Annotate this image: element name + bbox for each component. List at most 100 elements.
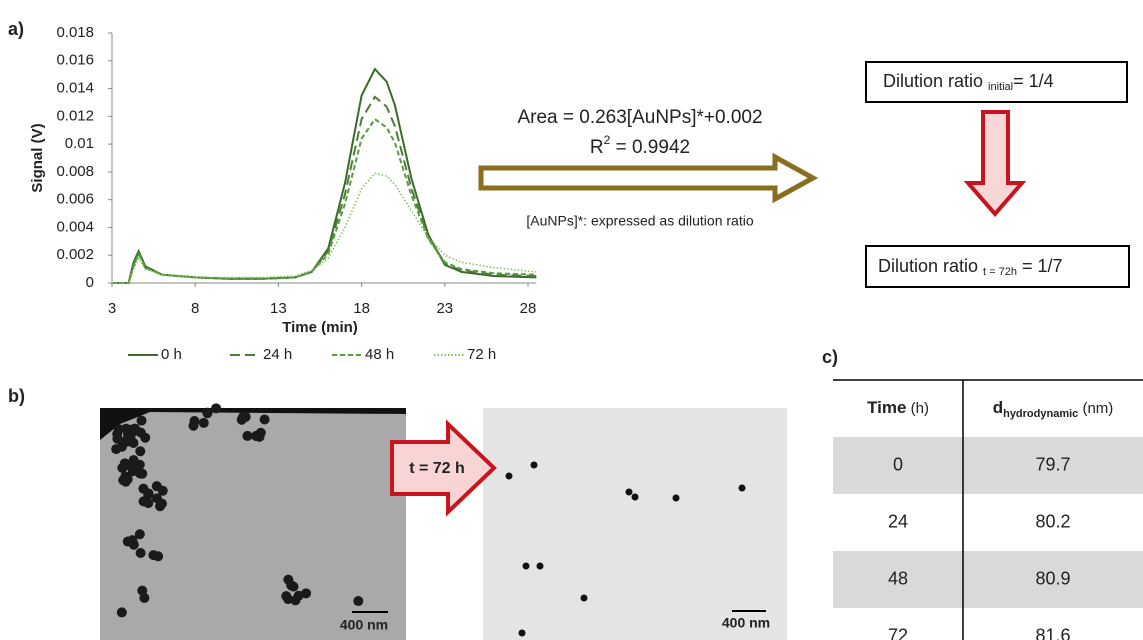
figure: a) b) c) Area = 0.263[AuNPs]*+0.002 R2 =… <box>0 0 1143 640</box>
y-tick-label: 0.002 <box>56 246 94 263</box>
row-shade <box>833 551 1143 608</box>
particle <box>129 455 139 465</box>
particle <box>506 473 513 480</box>
table-cell: 0 <box>893 454 903 474</box>
equation: Area = 0.263[AuNPs]*+0.002 <box>517 107 762 128</box>
dilution-final: Dilution ratio t = 72h = 1/7 <box>878 256 1063 278</box>
particle <box>139 593 149 603</box>
y-tick-label: 0.01 <box>65 135 94 152</box>
panel-label: c) <box>822 347 838 367</box>
header-unit: (nm) <box>1078 400 1113 417</box>
particle <box>140 433 150 443</box>
y-tick-label: 0.004 <box>56 218 94 235</box>
particle <box>117 463 127 473</box>
down-arrow <box>968 112 1022 214</box>
y-tick-label: 0.014 <box>56 80 94 97</box>
y-tick-label: 0 <box>86 274 94 291</box>
particle <box>739 485 746 492</box>
x-tick-label: 18 <box>353 300 370 317</box>
particle <box>112 434 122 444</box>
particle <box>152 493 162 503</box>
x-tick-label: 23 <box>436 300 453 317</box>
y-tick-label: 0.008 <box>56 163 94 180</box>
particle <box>190 416 200 426</box>
dilution-text: Dilution ratio <box>883 71 988 91</box>
particle <box>238 412 248 422</box>
header-time: Time <box>867 398 906 417</box>
particle <box>123 474 133 484</box>
table-cell: 80.2 <box>1035 511 1070 531</box>
table-header: Time (h) <box>867 398 929 417</box>
series-line <box>112 69 536 283</box>
particle <box>283 594 293 604</box>
series-line <box>112 97 536 283</box>
particle <box>353 596 363 606</box>
header-unit: (h) <box>906 400 929 417</box>
particle <box>537 563 544 570</box>
x-tick-label: 3 <box>108 300 116 317</box>
particle <box>121 424 131 434</box>
table: Time (h) dhydrodynamic (nm) 0 79.7 24 80.2 4… <box>833 380 1143 640</box>
x-axis-label: Time (min) <box>282 319 358 336</box>
tem-image <box>483 408 787 640</box>
particle <box>531 462 538 469</box>
r-squared: R2 = 0.9942 <box>590 133 690 158</box>
scale-label: 400 nm <box>340 617 388 633</box>
x-tick-label: 8 <box>191 300 199 317</box>
y-tick-label: 0.016 <box>56 52 94 69</box>
row-shade <box>833 437 1143 494</box>
dilution-value: = 1/4 <box>1013 71 1054 91</box>
scale-label: 400 nm <box>722 615 770 631</box>
dilution-initial: Dilution ratio initial= 1/4 <box>883 71 1054 93</box>
particle <box>632 494 639 501</box>
particle <box>135 469 145 479</box>
time-label: t = 72 h <box>409 460 465 477</box>
particle <box>148 550 158 560</box>
particle <box>251 431 261 441</box>
dilution-sub: t = 72h <box>983 266 1017 278</box>
particle <box>202 408 212 418</box>
particle <box>673 495 680 502</box>
particle <box>139 496 149 506</box>
particle <box>135 446 145 456</box>
header-d: d <box>993 398 1003 417</box>
table-cell: 81.6 <box>1035 625 1070 640</box>
particle <box>523 563 530 570</box>
table-cell: 48 <box>888 568 908 588</box>
dilution-value: = 1/7 <box>1017 256 1063 276</box>
table-cell: 72 <box>888 625 908 640</box>
series-line <box>112 119 536 283</box>
series-line <box>112 173 536 283</box>
particle <box>519 630 526 637</box>
table-cell: 24 <box>888 511 908 531</box>
arrow <box>481 157 813 199</box>
particle <box>286 580 296 590</box>
table-cell: 80.9 <box>1035 568 1070 588</box>
header-sub: hydrodynamic <box>1003 408 1078 420</box>
panel-label: b) <box>8 386 25 406</box>
table-header: dhydrodynamic (nm) <box>993 398 1114 419</box>
particle <box>138 484 148 494</box>
particle <box>211 403 221 413</box>
legend-label: 72 h <box>467 346 496 363</box>
y-tick-label: 0.006 <box>56 191 94 208</box>
particle <box>136 548 146 558</box>
particle <box>137 416 147 426</box>
panel-label: a) <box>8 19 24 39</box>
y-tick-label: 0.018 <box>56 24 94 41</box>
particle <box>626 489 633 496</box>
r-value: = 0.9942 <box>610 137 690 158</box>
particle <box>260 414 270 424</box>
legend-label: 48 h <box>365 346 394 363</box>
x-tick-label: 28 <box>520 300 537 317</box>
table-cell: 79.7 <box>1035 454 1070 474</box>
particle <box>581 595 588 602</box>
particle <box>301 588 311 598</box>
line-chart: Signal (V) Time (min) 00.0020.0040.0060.… <box>29 24 536 363</box>
dilution-text: Dilution ratio <box>878 256 983 276</box>
dilution-sub: initial <box>988 81 1013 93</box>
particle <box>117 607 127 617</box>
particle <box>127 535 137 545</box>
r: R <box>590 137 604 158</box>
particle <box>199 418 209 428</box>
